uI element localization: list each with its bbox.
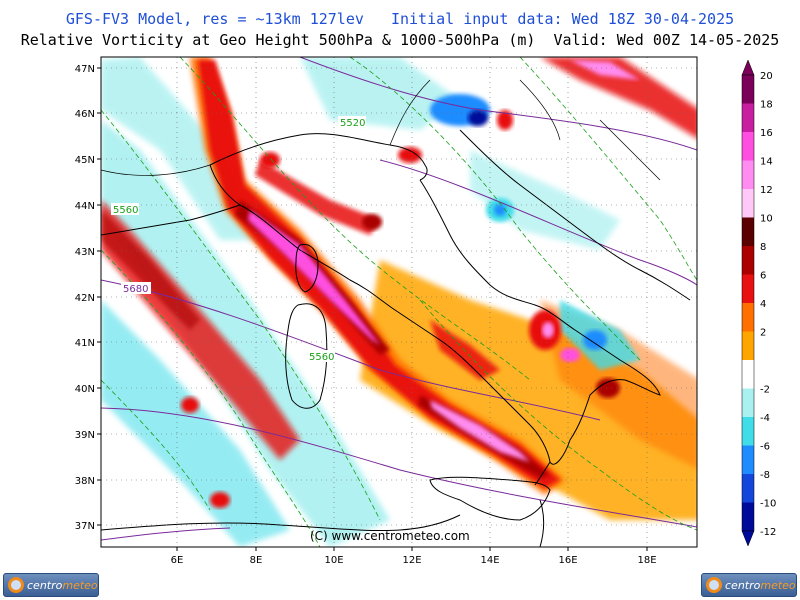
lon-label: 12E bbox=[402, 555, 421, 566]
contour-label-5560-south: 5560 bbox=[309, 352, 334, 363]
colorbar-swatch bbox=[742, 217, 754, 246]
contour-label-5560-west: 5560 bbox=[113, 205, 138, 216]
centrometeo-logo-left[interactable]: centrometeo bbox=[3, 573, 99, 597]
colorbar-swatch bbox=[742, 502, 754, 531]
logo-text-b: meteo bbox=[62, 578, 98, 592]
lon-label: 14E bbox=[480, 555, 499, 566]
colorbar-label: 16 bbox=[760, 128, 773, 139]
colorbar-swatch bbox=[742, 474, 754, 503]
logo-circle-icon bbox=[706, 577, 722, 593]
colorbar-label: -6 bbox=[760, 442, 770, 453]
colorbar-label: -10 bbox=[760, 499, 776, 510]
colorbar-arrow-top bbox=[741, 59, 755, 76]
colorbar-swatch bbox=[742, 360, 754, 389]
lat-label: 45N bbox=[75, 155, 95, 166]
lon-label: 6E bbox=[171, 555, 184, 566]
colorbar-label: 2 bbox=[760, 328, 766, 339]
colorbar-swatch bbox=[742, 331, 754, 360]
copyright-credit: (C) www.centrometeo.com bbox=[310, 529, 470, 543]
colorbar-label: 6 bbox=[760, 271, 766, 282]
lon-label: 8E bbox=[250, 555, 263, 566]
title-model-info: GFS-FV3 Model, res = ~13km 127lev Initia… bbox=[65, 10, 735, 28]
logo-text-a: centro bbox=[27, 578, 63, 592]
lat-label: 39N bbox=[75, 430, 95, 441]
colorbar-label: 4 bbox=[760, 299, 766, 310]
lat-label: 37N bbox=[75, 521, 95, 532]
centrometeo-logo-right[interactable]: centrometeo bbox=[701, 573, 797, 597]
lon-label: 10E bbox=[324, 555, 343, 566]
colorbar-arrow-bottom bbox=[741, 530, 755, 547]
colorbar-label: 8 bbox=[760, 242, 766, 253]
lat-label: 40N bbox=[75, 384, 95, 395]
lat-label: 43N bbox=[75, 247, 95, 258]
colorbar-label: 14 bbox=[760, 157, 773, 168]
colorbar-swatch bbox=[742, 132, 754, 161]
vorticity-field bbox=[101, 57, 697, 547]
colorbar-label: -4 bbox=[760, 413, 770, 424]
lon-label: 18E bbox=[637, 555, 656, 566]
colorbar-swatch bbox=[742, 75, 754, 104]
colorbar-label: 10 bbox=[760, 214, 773, 225]
lat-label: 46N bbox=[75, 109, 95, 120]
graticule bbox=[101, 57, 697, 547]
colorbar-swatch bbox=[742, 388, 754, 417]
lat-label: 38N bbox=[75, 476, 95, 487]
title-field-info: Relative Vorticity at Geo Height 500hPa … bbox=[20, 31, 780, 49]
colorbar-swatch bbox=[742, 274, 754, 303]
colorbar-swatch bbox=[742, 303, 754, 332]
colorbar-label: 12 bbox=[760, 185, 773, 196]
lat-label: 42N bbox=[75, 293, 95, 304]
colorbar-label: 20 bbox=[760, 71, 773, 82]
colorbar-label: -2 bbox=[760, 385, 770, 396]
logo-circle-icon bbox=[8, 577, 24, 593]
colorbar-swatch bbox=[742, 445, 754, 474]
map-frame bbox=[100, 56, 698, 548]
lat-label: 47N bbox=[75, 64, 95, 75]
colorbar-label: -8 bbox=[760, 470, 770, 481]
colorbar: 20 18 16 14 12 10 8 6 4 2 -2 -4 -6 -8 -10 -12 bbox=[741, 59, 776, 547]
colorbar-swatch bbox=[742, 246, 754, 275]
logo-text-b: meteo bbox=[760, 578, 796, 592]
colorbar-label: -12 bbox=[760, 527, 776, 538]
colorbar-swatch bbox=[742, 160, 754, 189]
contour-label-5680: 5680 bbox=[123, 284, 148, 295]
lat-label: 44N bbox=[75, 201, 95, 212]
colorbar-label: 18 bbox=[760, 100, 773, 111]
lon-label: 16E bbox=[558, 555, 577, 566]
logo-text-a: centro bbox=[725, 578, 761, 592]
colorbar-swatch bbox=[742, 103, 754, 132]
colorbar-swatch bbox=[742, 189, 754, 218]
colorbar-swatch bbox=[742, 417, 754, 446]
lat-label: 41N bbox=[75, 338, 95, 349]
contour-label-5520: 5520 bbox=[340, 118, 365, 129]
coastlines bbox=[101, 79, 691, 547]
